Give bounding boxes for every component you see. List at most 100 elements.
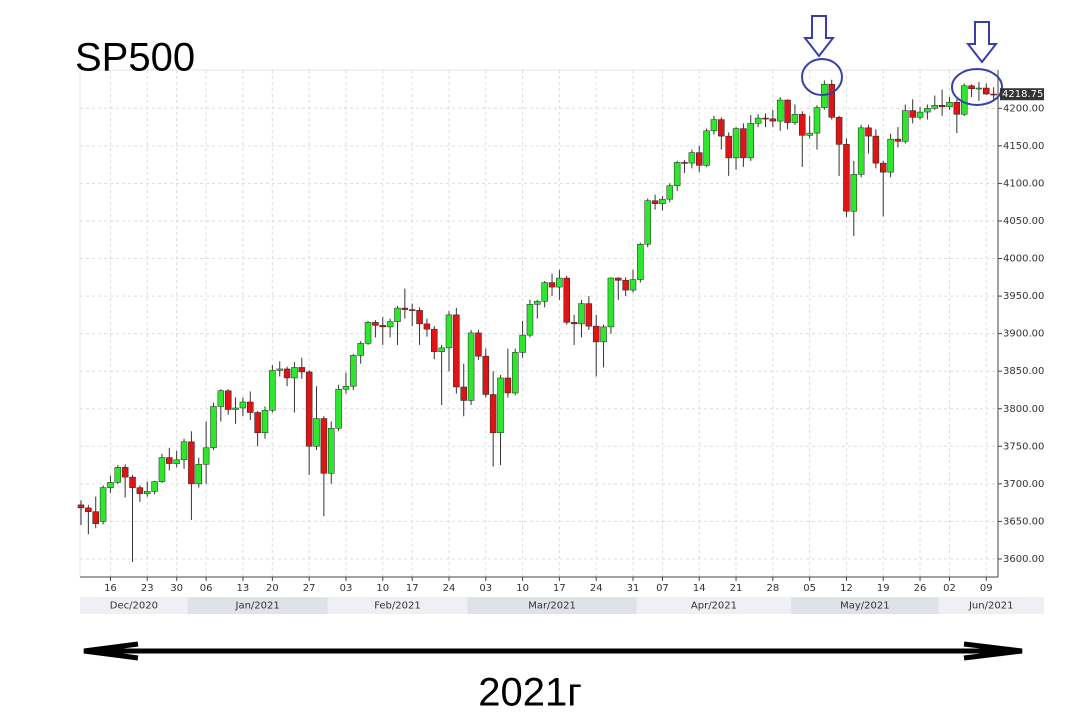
candle-body	[114, 467, 122, 483]
candle-body	[173, 459, 180, 464]
candle-body	[482, 355, 490, 395]
candle-body	[151, 481, 158, 492]
candle-body	[960, 85, 968, 115]
candle-body	[695, 152, 703, 166]
candle-body	[350, 355, 357, 387]
candle-body	[210, 406, 217, 449]
month-label: Jun/2021	[968, 601, 1013, 612]
candle-body	[740, 128, 747, 159]
x-tick-label: 10	[516, 583, 529, 594]
x-tick-label: 31	[627, 583, 640, 594]
candle-body	[320, 418, 328, 474]
x-tick-label: 06	[200, 583, 213, 594]
y-tick-label: 3600.00	[1003, 554, 1044, 565]
x-tick-label: 23	[141, 583, 154, 594]
candle-body	[894, 138, 902, 142]
candle-body	[732, 128, 740, 159]
candle-body	[850, 174, 858, 212]
month-band	[467, 597, 637, 614]
candle-body	[526, 304, 534, 336]
x-tick-label: 27	[303, 583, 316, 594]
x-tick-label: 16	[104, 583, 117, 594]
candle-body	[938, 105, 946, 108]
month-band	[327, 597, 468, 614]
time-arrow	[83, 641, 1023, 661]
candle-body	[762, 117, 769, 120]
candle-body	[946, 102, 953, 108]
candle-body	[563, 277, 571, 323]
y-tick-label: 3700.00	[1003, 479, 1044, 490]
candle-body	[615, 277, 622, 281]
candle-body	[916, 111, 924, 118]
candle-body	[710, 119, 718, 132]
candle-body	[887, 138, 894, 173]
candle-body	[489, 394, 497, 434]
candle-body	[511, 352, 519, 394]
candle-body	[129, 476, 136, 488]
candle-body	[342, 385, 350, 390]
candle-body	[423, 323, 431, 330]
y-tick-label: 3650.00	[1003, 516, 1044, 527]
candle-body	[865, 127, 872, 137]
candle-body	[931, 105, 939, 109]
x-tick-label: 24	[590, 583, 603, 594]
candle-body	[283, 368, 291, 379]
candle-body	[592, 325, 600, 343]
candle-body	[718, 119, 725, 137]
candle-body	[239, 401, 247, 409]
month-band	[187, 597, 328, 614]
candle-body	[77, 504, 85, 509]
candle-body	[747, 123, 755, 159]
candle-body	[394, 307, 401, 322]
last-price: 4218.75	[1002, 89, 1043, 100]
x-tick-label: 09	[980, 583, 993, 594]
candle-body	[835, 117, 843, 145]
candle-body	[335, 388, 342, 429]
month-label: May/2021	[840, 601, 890, 612]
candle-body	[188, 441, 195, 485]
y-tick-label: 4000.00	[1003, 254, 1044, 265]
candle-body	[629, 279, 637, 291]
chart-title: SP500	[75, 36, 195, 80]
y-tick-label: 3950.00	[1003, 291, 1044, 302]
month-band	[80, 597, 188, 614]
x-tick-label: 17	[406, 583, 419, 594]
candle-body	[92, 511, 99, 524]
candle-body	[166, 457, 173, 464]
y-tick-label: 3900.00	[1003, 329, 1044, 340]
candle-body	[357, 343, 364, 356]
y-tick-label: 3850.00	[1003, 366, 1044, 377]
x-tick-label: 21	[730, 583, 743, 594]
candle-body	[975, 87, 983, 90]
x-tick-label: 28	[766, 583, 779, 594]
candle-body	[754, 117, 762, 124]
candle-body	[202, 447, 210, 465]
candle-body	[247, 401, 254, 413]
candle-body	[607, 277, 615, 328]
candle-body	[983, 87, 990, 95]
candle-body	[725, 135, 732, 159]
grid	[80, 70, 998, 577]
candle-body	[313, 418, 320, 447]
candle-body	[298, 367, 306, 373]
candle-body	[703, 130, 710, 166]
candle-body	[776, 99, 784, 122]
candle-body	[659, 198, 666, 204]
footer: 2021г	[478, 671, 582, 715]
last-price-box	[1000, 88, 1044, 101]
candle-body	[843, 144, 850, 212]
y-tick-label: 4100.00	[1003, 178, 1044, 189]
candle-body	[688, 152, 696, 164]
candle-body	[651, 200, 659, 204]
candle-body	[673, 162, 681, 186]
candle-body	[85, 507, 92, 512]
candle-body	[585, 303, 593, 327]
candle-body	[401, 307, 409, 310]
candle-body	[254, 412, 261, 434]
candle-body	[644, 200, 651, 245]
candle-body	[453, 314, 460, 388]
y-tick-label: 3750.00	[1003, 441, 1044, 452]
candle-body	[232, 407, 239, 410]
candle-body	[578, 303, 585, 325]
candle-body	[364, 322, 372, 344]
